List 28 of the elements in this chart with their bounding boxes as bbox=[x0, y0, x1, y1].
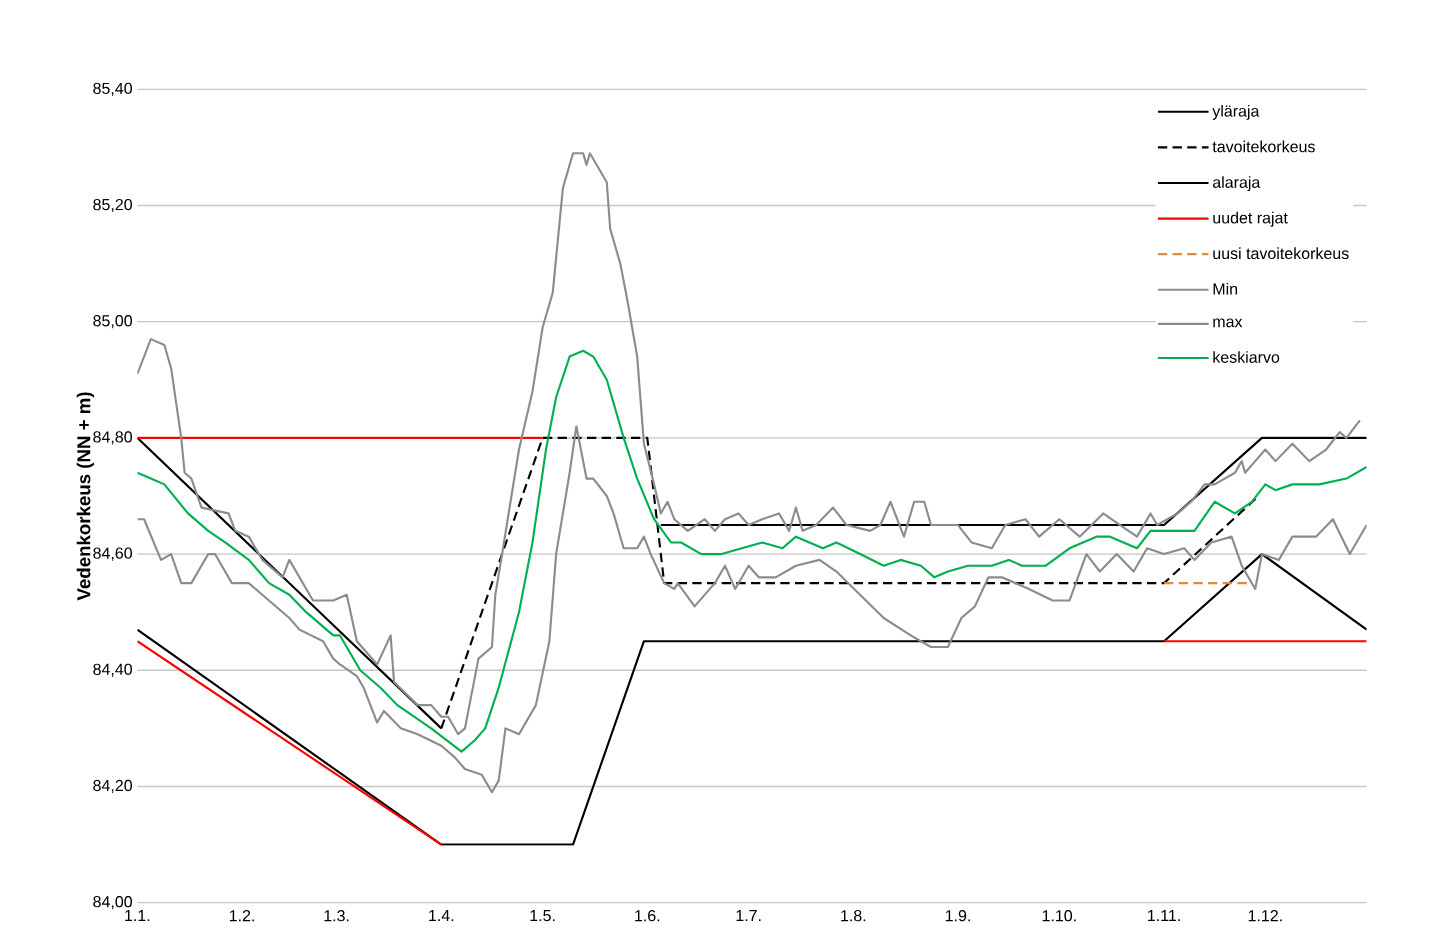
x-tick-label: 1.1. bbox=[125, 910, 150, 922]
x-tick-label: 1.7. bbox=[736, 910, 761, 922]
y-tick-label: 84,20 bbox=[93, 779, 133, 794]
legend-label: uusi tavoitekorkeus bbox=[1213, 247, 1349, 260]
y-tick-label: 84,00 bbox=[93, 896, 133, 910]
legend-label: keskiarvo bbox=[1213, 351, 1280, 363]
legend-label: Min bbox=[1213, 282, 1238, 295]
x-tick-label: 1.4. bbox=[429, 910, 454, 922]
legend-label: uudet rajat bbox=[1213, 211, 1288, 227]
y-tick-label: 85,40 bbox=[93, 82, 133, 96]
x-tick-label: 1.6. bbox=[635, 910, 660, 922]
x-tick-label: 1.11. bbox=[1148, 910, 1180, 922]
x-tick-label: 1.5. bbox=[530, 910, 555, 922]
x-tick-label: 1.3. bbox=[324, 910, 349, 922]
x-tick-label: 1.12. bbox=[1248, 910, 1282, 922]
y-tick-label: 84,40 bbox=[93, 663, 133, 677]
x-tick-label: 1.2. bbox=[229, 910, 254, 922]
y-tick-label: 85,20 bbox=[93, 198, 133, 213]
x-tick-label: 1.8. bbox=[841, 910, 866, 922]
y-tick-label: 84,60 bbox=[93, 547, 133, 561]
y-tick-label: 84,80 bbox=[93, 431, 133, 445]
x-tick-label: 1.10. bbox=[1042, 910, 1076, 922]
legend-label: alaraja bbox=[1212, 176, 1261, 192]
legend-label: max bbox=[1213, 318, 1243, 328]
x-tick-label: 1.9. bbox=[945, 910, 970, 922]
legend-label: yläraja bbox=[1212, 104, 1260, 120]
legend-label: tavoitekorkeus bbox=[1212, 140, 1315, 153]
y-tick-label: 85,00 bbox=[93, 315, 133, 329]
